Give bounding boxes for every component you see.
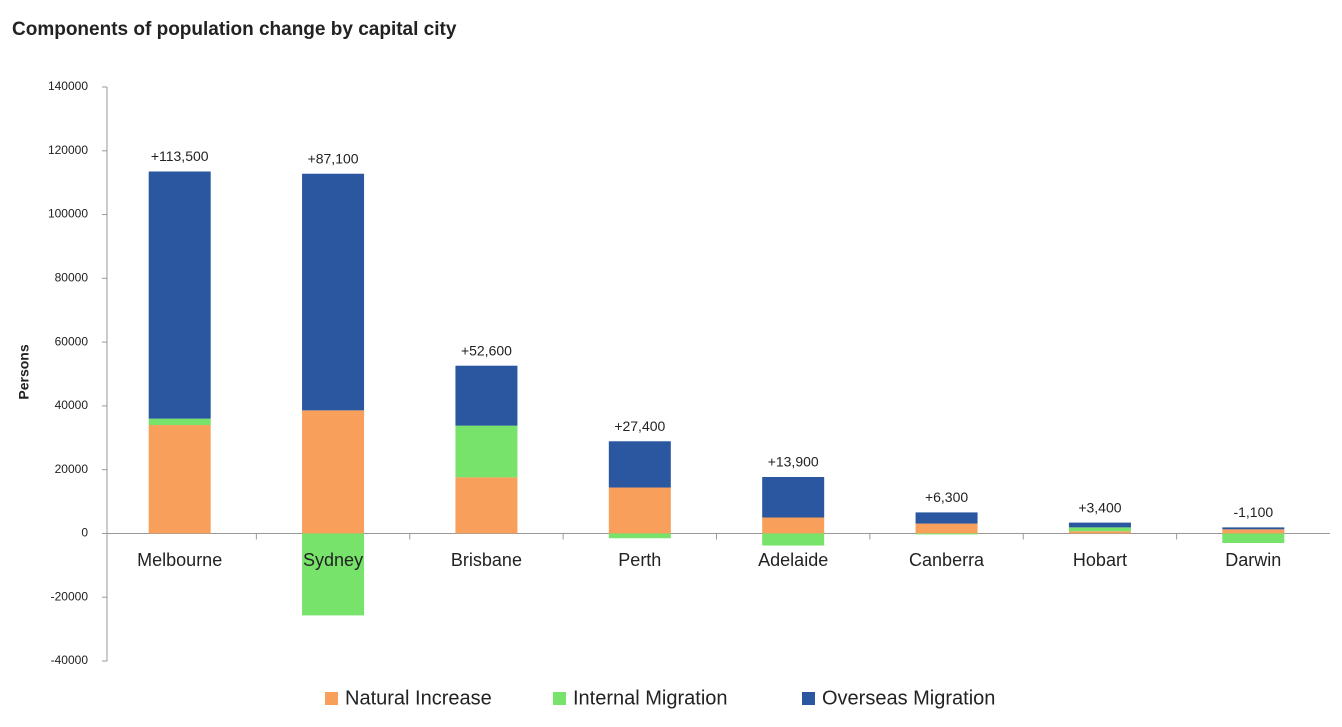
total-label: +6,300 — [925, 489, 968, 505]
y-tick-label: 40000 — [55, 398, 89, 412]
x-tick-label: Sydney — [303, 550, 363, 570]
x-tick-label: Darwin — [1225, 550, 1281, 570]
bar-segment — [455, 425, 518, 478]
legend-swatch — [325, 692, 338, 705]
total-label: +113,500 — [151, 148, 209, 164]
bar-segment — [762, 533, 825, 546]
x-tick-label: Canberra — [909, 550, 985, 570]
bar-segment — [1068, 522, 1131, 528]
total-label: +87,100 — [308, 150, 359, 166]
y-tick-label: -40000 — [51, 653, 89, 667]
y-tick-label: 60000 — [55, 334, 89, 348]
legend-swatch — [553, 692, 566, 705]
bar-segment — [915, 523, 978, 534]
bar-segment — [762, 517, 825, 534]
bar-segment — [1068, 531, 1131, 534]
y-tick-label: 120000 — [48, 143, 88, 157]
y-tick-label: -20000 — [51, 589, 89, 603]
bar-segment — [1222, 527, 1285, 530]
total-label: -1,100 — [1233, 504, 1273, 520]
legend-label: Overseas Migration — [822, 687, 995, 709]
legend-label: Natural Increase — [345, 687, 492, 709]
bar-segment — [302, 173, 365, 411]
bar-segment — [148, 425, 211, 534]
x-tick-label: Perth — [618, 550, 661, 570]
bar-segment — [1222, 529, 1285, 534]
total-label: +13,900 — [768, 454, 819, 470]
bar-segment — [455, 477, 518, 534]
total-label: +27,400 — [614, 418, 665, 434]
bar-segment — [1222, 533, 1285, 544]
bar-segment — [608, 441, 671, 488]
x-tick-label: Hobart — [1073, 550, 1127, 570]
bar-segment — [1068, 527, 1131, 532]
total-label: +52,600 — [461, 342, 512, 358]
bar-segment — [302, 410, 365, 534]
bar-segment — [915, 533, 978, 535]
total-label: +3,400 — [1078, 499, 1121, 515]
bar-segment — [148, 171, 211, 419]
y-axis-label: Persons — [16, 344, 32, 399]
y-tick-label: 20000 — [55, 462, 89, 476]
y-tick-label: 100000 — [48, 207, 88, 221]
legend-swatch — [802, 692, 815, 705]
y-tick-label: 0 — [81, 526, 88, 540]
bar-segment — [762, 477, 825, 518]
y-tick-label: 140000 — [48, 79, 88, 93]
legend-label: Internal Migration — [573, 687, 728, 709]
bar-segment — [148, 418, 211, 426]
bar-segment — [302, 533, 365, 616]
bar-segment — [455, 365, 518, 426]
x-tick-label: Adelaide — [758, 550, 828, 570]
bar-segment — [608, 487, 671, 534]
y-tick-label: 80000 — [55, 271, 89, 285]
bar-segment — [608, 533, 671, 539]
bar-segment — [915, 512, 978, 524]
chart-title: Components of population change by capit… — [12, 19, 457, 40]
x-tick-label: Melbourne — [137, 550, 222, 570]
x-tick-label: Brisbane — [451, 550, 522, 570]
